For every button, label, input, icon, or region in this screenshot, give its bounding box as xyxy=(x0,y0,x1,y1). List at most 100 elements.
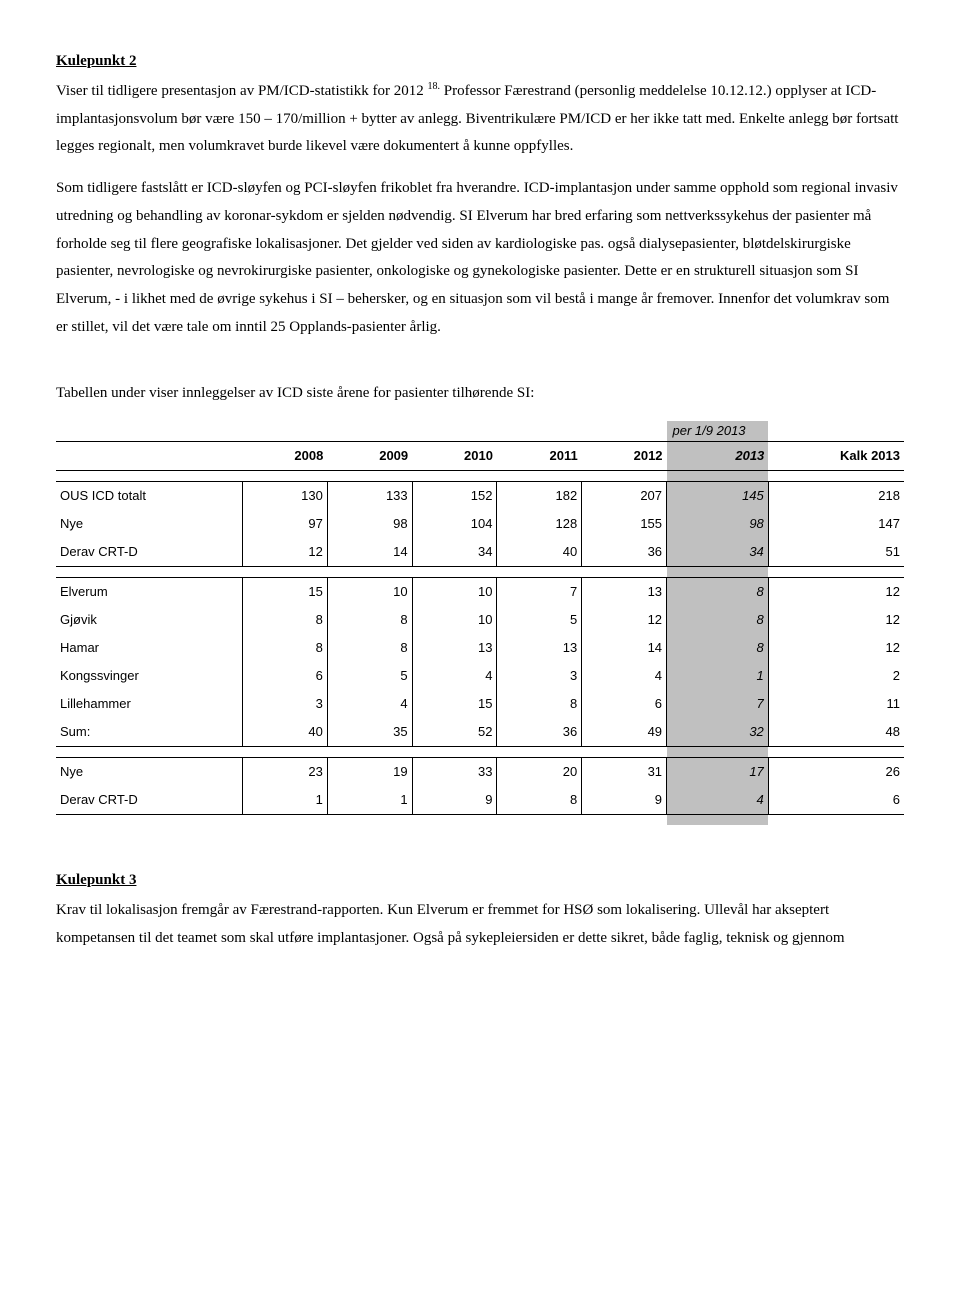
table-cell: 1 xyxy=(243,786,328,815)
table-cell: 8 xyxy=(243,634,328,662)
table-cell: 13 xyxy=(412,634,497,662)
table-cell: 147 xyxy=(768,510,904,538)
table-cell: 1 xyxy=(667,662,769,690)
table-cell: 104 xyxy=(412,510,497,538)
table-cell: 14 xyxy=(582,634,667,662)
table-cell: 20 xyxy=(497,758,582,787)
table-cell: 7 xyxy=(497,578,582,607)
col-header: 2008 xyxy=(243,441,328,470)
table-cell: 15 xyxy=(412,690,497,718)
row-label: Derav CRT-D xyxy=(56,538,243,567)
table-cell: 98 xyxy=(667,510,769,538)
table-cell: 1 xyxy=(327,786,412,815)
table-cell: 145 xyxy=(667,481,769,510)
table-cell: 17 xyxy=(667,758,769,787)
table-cell: 7 xyxy=(667,690,769,718)
table-cell: 6 xyxy=(768,786,904,815)
table-cell: 130 xyxy=(243,481,328,510)
icd-table: per 1/9 2013200820092010201120122013Kalk… xyxy=(56,421,904,825)
table-cell: 8 xyxy=(327,634,412,662)
table-cell: 4 xyxy=(667,786,769,815)
row-label: Nye xyxy=(56,758,243,787)
table-cell: 36 xyxy=(582,538,667,567)
table-cell: 10 xyxy=(412,578,497,607)
table-cell: 34 xyxy=(667,538,769,567)
table-cell: 51 xyxy=(768,538,904,567)
row-label: Lillehammer xyxy=(56,690,243,718)
footnote-ref: 18. xyxy=(428,81,441,92)
col-header: Kalk 2013 xyxy=(768,441,904,470)
table-cell: 4 xyxy=(582,662,667,690)
col-header: 2009 xyxy=(327,441,412,470)
row-label: Nye xyxy=(56,510,243,538)
row-label: Sum: xyxy=(56,718,243,747)
table-cell: 5 xyxy=(497,606,582,634)
table-cell: 40 xyxy=(243,718,328,747)
table-cell: 8 xyxy=(667,606,769,634)
table-cell: 40 xyxy=(497,538,582,567)
table-cell: 33 xyxy=(412,758,497,787)
table-cell: 2 xyxy=(768,662,904,690)
row-label: OUS ICD totalt xyxy=(56,481,243,510)
table-cell: 5 xyxy=(327,662,412,690)
table-cell: 31 xyxy=(582,758,667,787)
table-cell: 155 xyxy=(582,510,667,538)
per-date-cell: per 1/9 2013 xyxy=(667,421,769,441)
table-cell: 8 xyxy=(497,690,582,718)
row-label: Derav CRT-D xyxy=(56,786,243,815)
table-cell: 6 xyxy=(582,690,667,718)
table-cell: 13 xyxy=(497,634,582,662)
row-label: Gjøvik xyxy=(56,606,243,634)
table-cell: 15 xyxy=(243,578,328,607)
table-cell: 98 xyxy=(327,510,412,538)
table-cell: 4 xyxy=(327,690,412,718)
table-cell: 9 xyxy=(582,786,667,815)
table-cell: 8 xyxy=(243,606,328,634)
table-cell: 13 xyxy=(582,578,667,607)
table-cell: 26 xyxy=(768,758,904,787)
table-cell: 218 xyxy=(768,481,904,510)
col-header: 2013 xyxy=(667,441,769,470)
table-cell: 12 xyxy=(768,578,904,607)
table-cell: 133 xyxy=(327,481,412,510)
table-cell: 152 xyxy=(412,481,497,510)
table-cell: 48 xyxy=(768,718,904,747)
table-cell: 36 xyxy=(497,718,582,747)
section3-heading: Kulepunkt 3 xyxy=(56,867,904,895)
table-cell: 207 xyxy=(582,481,667,510)
section2-para1: Viser til tidligere presentasjon av PM/I… xyxy=(56,78,904,161)
table-cell: 8 xyxy=(327,606,412,634)
section2-heading: Kulepunkt 2 xyxy=(56,48,904,76)
table-cell: 12 xyxy=(243,538,328,567)
table-cell: 8 xyxy=(667,634,769,662)
row-label: Elverum xyxy=(56,578,243,607)
section3-para1: Krav til lokalisasjon fremgår av Færestr… xyxy=(56,897,904,953)
table-cell: 11 xyxy=(768,690,904,718)
table-cell: 3 xyxy=(497,662,582,690)
table-cell: 19 xyxy=(327,758,412,787)
col-header: 2010 xyxy=(412,441,497,470)
table-intro: Tabellen under viser innleggelser av ICD… xyxy=(56,380,904,408)
table-cell: 8 xyxy=(667,578,769,607)
table-cell: 32 xyxy=(667,718,769,747)
table-cell: 182 xyxy=(497,481,582,510)
table-cell: 35 xyxy=(327,718,412,747)
col-header: 2012 xyxy=(582,441,667,470)
table-cell: 14 xyxy=(327,538,412,567)
table-cell: 4 xyxy=(412,662,497,690)
table-cell: 12 xyxy=(582,606,667,634)
col-header: 2011 xyxy=(497,441,582,470)
row-label: Hamar xyxy=(56,634,243,662)
table-cell: 6 xyxy=(243,662,328,690)
table-cell: 9 xyxy=(412,786,497,815)
section2-para2: Som tidligere fastslått er ICD-sløyfen o… xyxy=(56,175,904,342)
table-cell: 49 xyxy=(582,718,667,747)
row-label: Kongssvinger xyxy=(56,662,243,690)
table-cell: 128 xyxy=(497,510,582,538)
table-cell: 10 xyxy=(327,578,412,607)
table-cell: 12 xyxy=(768,634,904,662)
table-cell: 52 xyxy=(412,718,497,747)
table-cell: 23 xyxy=(243,758,328,787)
table-cell: 34 xyxy=(412,538,497,567)
table-cell: 8 xyxy=(497,786,582,815)
